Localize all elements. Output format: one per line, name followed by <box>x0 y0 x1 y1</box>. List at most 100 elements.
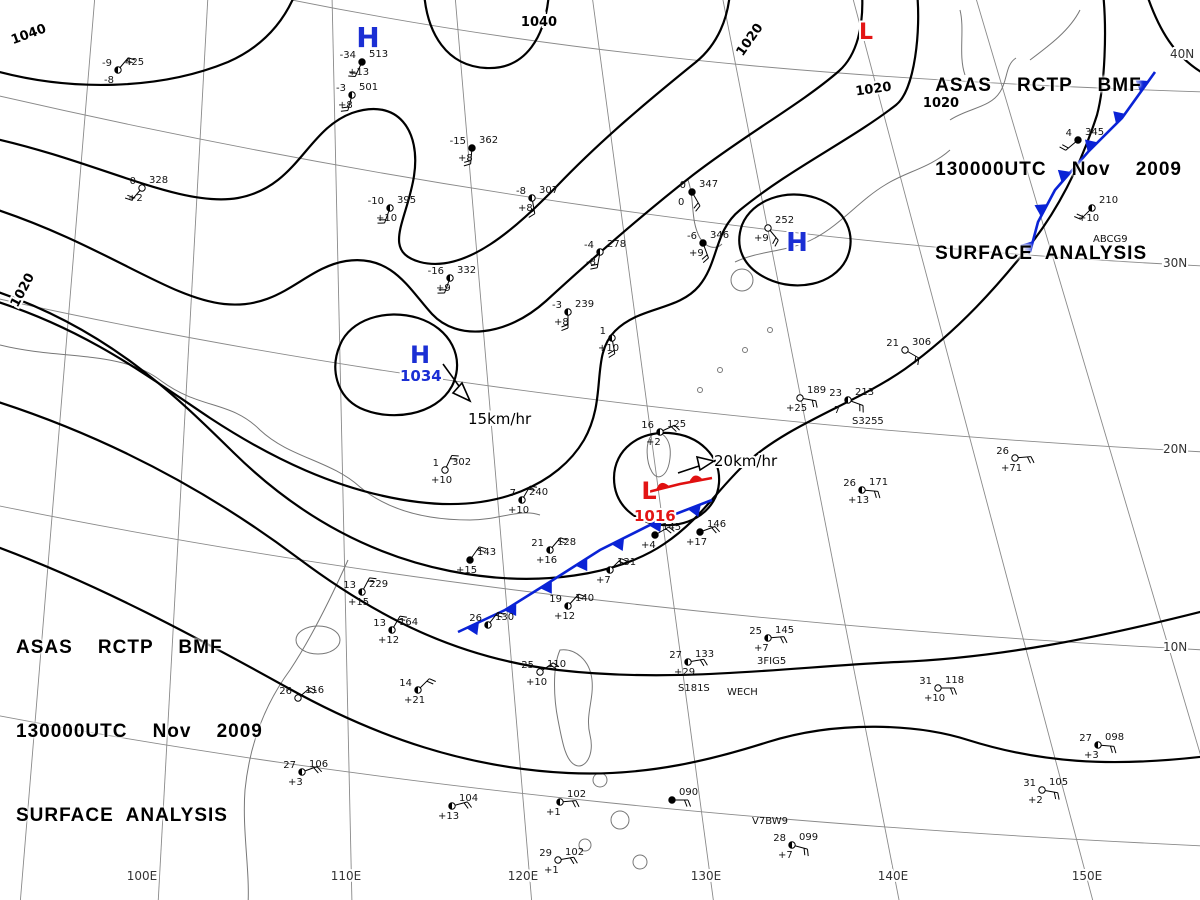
station-circle-half <box>788 841 792 849</box>
title-line-3: SURFACE ANALYSIS <box>16 805 228 826</box>
station-circle <box>699 239 707 247</box>
wind-barb-tick <box>1059 146 1066 151</box>
wind-barb-tick <box>687 799 692 807</box>
title-block-bottom-left: ASAS RCTP BMF 130000UTC Nov 2009 SURFACE… <box>16 578 263 886</box>
station-plot: 13 164+12 <box>373 615 418 646</box>
station-plot: -4 278 -8 <box>584 239 626 270</box>
station-pressure: 513 <box>369 49 388 60</box>
station-pressure: 501 <box>359 82 378 93</box>
station-temperature: 1 <box>433 458 439 469</box>
station-circle-half <box>596 248 600 256</box>
low-motion-arrow <box>677 455 717 474</box>
station-dewpoint: +13 <box>348 67 369 78</box>
isobar-1036 <box>0 0 731 265</box>
station-circle-half <box>484 621 488 629</box>
high-center-symbol: H <box>786 228 808 258</box>
isobar-ne-corner <box>1147 0 1200 73</box>
station-plot: 13 229+15 <box>343 577 388 608</box>
wind-barb-tick <box>950 687 954 695</box>
meridian-160e <box>976 0 1200 755</box>
station-dewpoint: 0 <box>678 197 684 208</box>
coast-ryukyu-3 <box>742 347 748 353</box>
station-dewpoint: +9 <box>689 248 704 259</box>
station-plot: 25 145 +7 <box>749 625 794 654</box>
station-dewpoint: +21 <box>404 695 425 706</box>
station-plot: 143+15 <box>456 546 496 576</box>
station-circle-half <box>844 396 848 404</box>
station-plot: -3 239 +8 <box>552 299 594 332</box>
wind-barb-tick <box>590 267 598 270</box>
cold-front-pip <box>1057 169 1071 183</box>
wind-barb-tick <box>674 424 680 431</box>
isobar-low-closed <box>612 431 721 527</box>
station-temperature: 13 <box>343 580 356 591</box>
isobar-value-label: 1040 <box>521 15 557 30</box>
wind-barb-tick <box>772 237 777 244</box>
station-plot: 26 116 <box>279 685 324 702</box>
station-dewpoint: +2 <box>1028 795 1043 806</box>
title-line-2: 130000UTC Nov 2009 <box>935 159 1182 180</box>
coast-island-3 <box>578 838 592 852</box>
wind-barb-tick <box>552 662 560 668</box>
cold-front-pip <box>1135 80 1149 93</box>
station-plot: 4 345 <box>1059 127 1104 151</box>
station-circle-half <box>764 634 768 642</box>
station-dewpoint: +25 <box>786 403 807 414</box>
title-line-3: SURFACE ANALYSIS <box>935 243 1148 264</box>
station-dewpoint: +10 <box>924 693 945 704</box>
station-plot: 21 306 <box>886 337 931 365</box>
isobar-1034-closed <box>334 313 459 417</box>
station-dewpoint: +9 <box>754 233 769 244</box>
motion-speed-label: 20km/hr <box>714 452 778 470</box>
station-dewpoint: +1 <box>544 865 559 876</box>
station-plot: 1 302+10 <box>431 455 471 486</box>
station-pressure: 146 <box>707 519 726 530</box>
station-temperature: 7 <box>510 488 516 499</box>
station-pressure: 105 <box>1049 777 1068 788</box>
wind-barb-tick <box>313 767 319 774</box>
station-pressure: 328 <box>149 175 168 186</box>
cold-front-pip <box>575 558 588 572</box>
station-plot: -6 346 +9 <box>687 230 729 264</box>
wind-barb-tick <box>367 580 375 583</box>
coastlines <box>0 9 1081 900</box>
station-circle <box>1011 454 1019 462</box>
wind-barb-tick <box>873 490 877 498</box>
station-temperature: 27 <box>1079 733 1092 744</box>
station-plot: 0 328 +2 <box>124 175 168 204</box>
station-dewpoint: +10 <box>431 475 452 486</box>
meridian-150e <box>852 0 1094 900</box>
parallel-30n <box>0 95 1200 267</box>
wind-barb-tick <box>1057 792 1060 800</box>
isobar-1040-west <box>0 0 294 87</box>
isobar-1012-south <box>0 546 1200 775</box>
station-pressure: 099 <box>799 832 818 843</box>
coast-korea <box>687 179 723 248</box>
latitude-label: 10N <box>1163 640 1187 654</box>
wind-barb-tick <box>575 800 580 808</box>
wind-barb-tick <box>467 801 472 808</box>
wind-barb-tick <box>1026 456 1031 464</box>
wind-barb-tick <box>779 636 784 644</box>
station-plot: 27 133+29 <box>669 649 714 678</box>
station-dewpoint: +15 <box>456 565 477 576</box>
station-circle <box>554 856 562 864</box>
station-temperature: -4 <box>584 240 594 251</box>
station-circle <box>696 528 704 536</box>
station-plot: -34 513+13 <box>340 49 388 78</box>
station-plot: 26 130 <box>469 611 514 629</box>
station-temperature: -8 <box>516 186 526 197</box>
station-dewpoint: +8 <box>518 203 533 214</box>
station-temperature: -3 <box>336 83 346 94</box>
cold-front-pip <box>1084 139 1098 153</box>
station-pressure: 145 <box>775 625 794 636</box>
ship-callsign-label: S181S <box>678 683 710 694</box>
station-circle-half <box>608 334 612 342</box>
station-plot: -16 332 +9 <box>428 265 476 294</box>
station-circle-half <box>546 546 550 554</box>
station-plot: -3 501 +8 <box>336 82 378 112</box>
wind-barb-tick <box>369 577 377 580</box>
station-pressure: 252 <box>775 215 794 226</box>
station-dewpoint: +3 <box>288 777 303 788</box>
station-plot: 28 099 +7 <box>773 832 818 861</box>
